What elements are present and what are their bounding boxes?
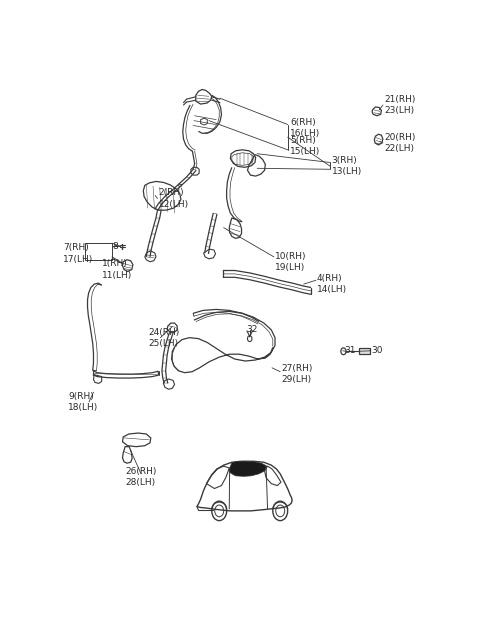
- Text: 1(RH)
11(LH): 1(RH) 11(LH): [102, 260, 132, 279]
- Text: 10(RH)
19(LH): 10(RH) 19(LH): [275, 252, 307, 272]
- Text: 2(RH)
12(LH): 2(RH) 12(LH): [158, 188, 189, 209]
- Bar: [85, 243, 112, 260]
- Text: 20(RH)
22(LH): 20(RH) 22(LH): [384, 133, 416, 153]
- Text: 24(RH)
25(LH): 24(RH) 25(LH): [148, 327, 180, 348]
- Polygon shape: [229, 461, 267, 477]
- Text: 6(RH)
16(LH): 6(RH) 16(LH): [290, 118, 320, 138]
- Text: 7(RH)
17(LH): 7(RH) 17(LH): [63, 243, 93, 264]
- Text: 27(RH)
29(LH): 27(RH) 29(LH): [281, 363, 312, 384]
- Text: 9(RH)
18(LH): 9(RH) 18(LH): [68, 392, 98, 412]
- Text: 30: 30: [372, 346, 383, 355]
- Text: 31: 31: [344, 346, 356, 355]
- Text: 32: 32: [246, 325, 257, 334]
- Bar: [360, 348, 370, 354]
- Text: 8: 8: [113, 241, 119, 251]
- Text: 21(RH)
23(LH): 21(RH) 23(LH): [384, 95, 416, 115]
- Text: 3(RH)
13(LH): 3(RH) 13(LH): [332, 156, 362, 176]
- Text: 26(RH)
28(LH): 26(RH) 28(LH): [125, 467, 157, 487]
- Text: 5(RH)
15(LH): 5(RH) 15(LH): [290, 137, 320, 157]
- Text: 4(RH)
14(LH): 4(RH) 14(LH): [317, 274, 347, 294]
